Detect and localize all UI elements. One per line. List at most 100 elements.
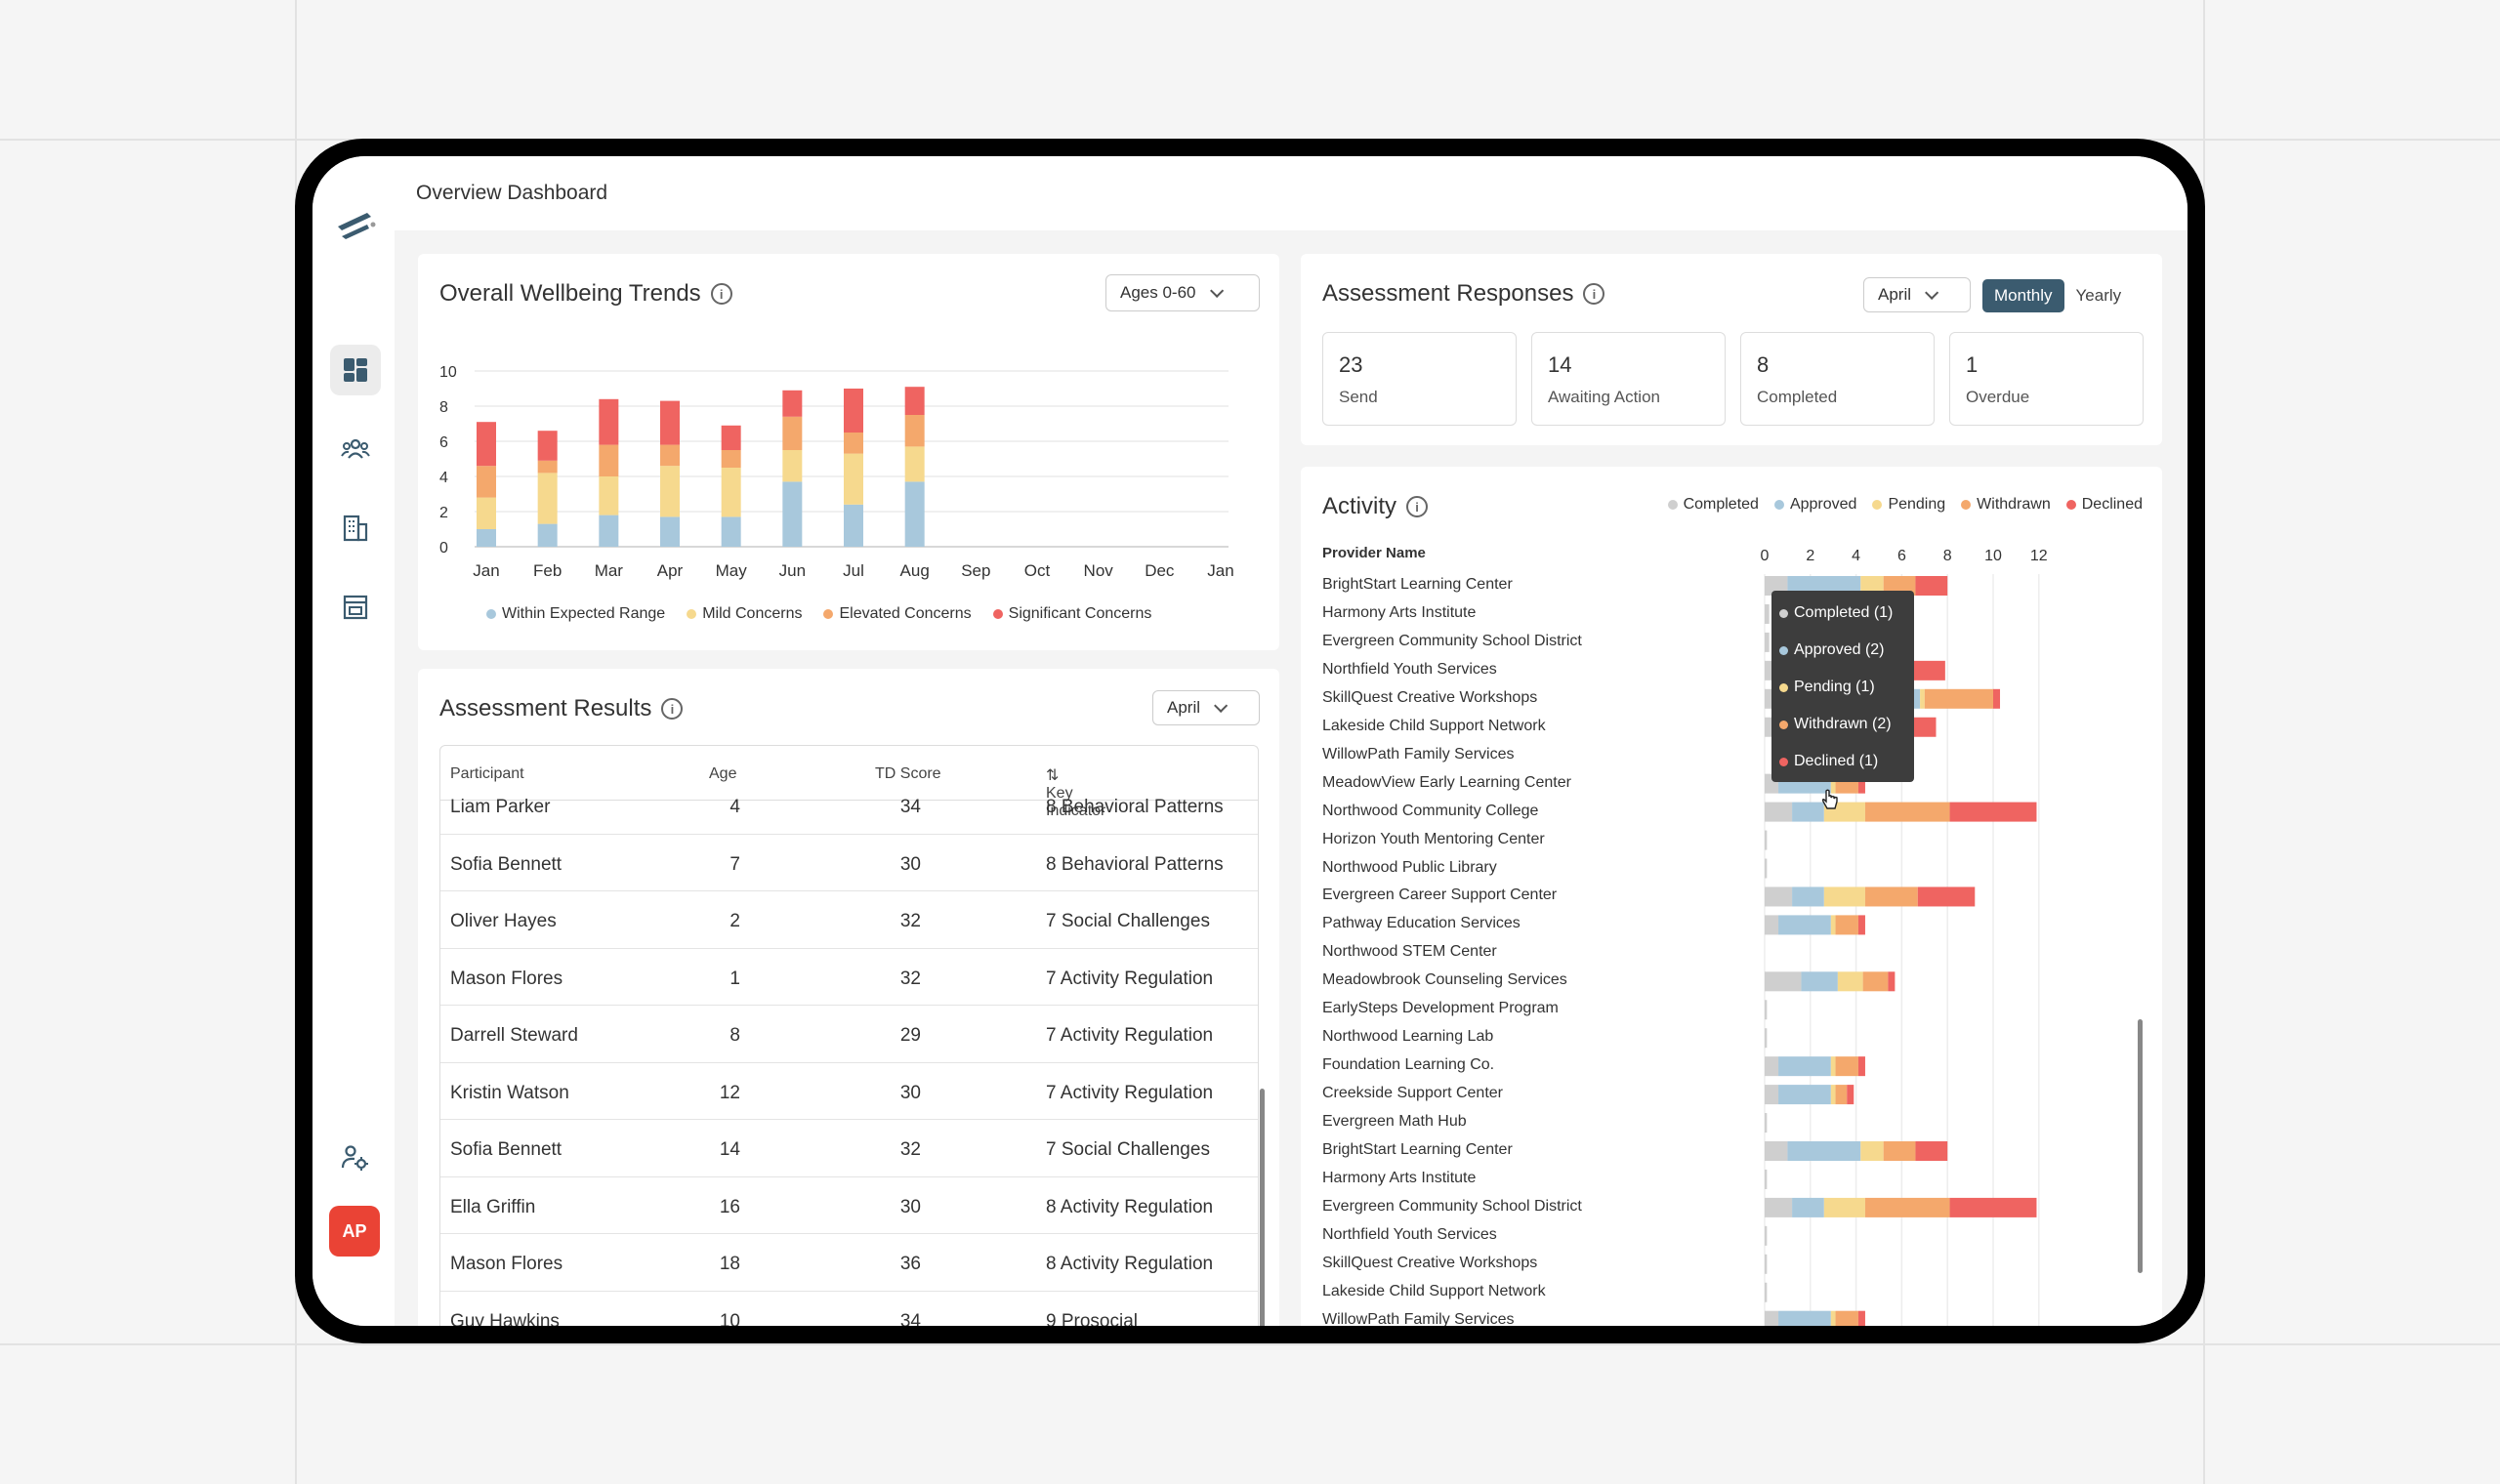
bar-segment[interactable]: [1830, 915, 1836, 935]
bar-segment[interactable]: [1857, 1056, 1865, 1077]
bar-segment[interactable]: [1857, 915, 1865, 935]
nav-groups-button[interactable]: [330, 424, 381, 474]
bar-segment[interactable]: [1835, 915, 1858, 935]
bar-segment[interactable]: [1765, 915, 1779, 935]
bar-segment[interactable]: [1857, 1310, 1865, 1326]
bar-segment[interactable]: [1765, 1282, 1768, 1302]
bar-segment[interactable]: [1949, 802, 2037, 822]
table-row[interactable]: Oliver Hayes 2 32 7 Social Challenges: [440, 891, 1258, 949]
bar-segment[interactable]: [1765, 632, 1770, 652]
bar-segment[interactable]: [599, 476, 619, 515]
bar-segment[interactable]: [1792, 802, 1824, 822]
bar-segment[interactable]: [1920, 688, 1925, 709]
bar-segment[interactable]: [537, 431, 558, 461]
bar-segment[interactable]: [1765, 858, 1768, 879]
bar-segment[interactable]: [1765, 1225, 1768, 1246]
bar-segment[interactable]: [721, 468, 741, 517]
bar-segment[interactable]: [1778, 1310, 1831, 1326]
bar-segment[interactable]: [1993, 688, 2001, 709]
bar-segment[interactable]: [1915, 1141, 1948, 1161]
bar-segment[interactable]: [660, 444, 680, 467]
bar-segment[interactable]: [1765, 1085, 1779, 1105]
bar-segment[interactable]: [1765, 1254, 1768, 1274]
bar-segment[interactable]: [844, 433, 863, 454]
bar-segment[interactable]: [1830, 1310, 1836, 1326]
bar-segment[interactable]: [1792, 1197, 1824, 1217]
bar-segment[interactable]: [1765, 802, 1793, 822]
table-row[interactable]: Sofia Bennett 7 30 8 Behavioral Patterns: [440, 835, 1258, 891]
bar-segment[interactable]: [1765, 603, 1770, 624]
table-row[interactable]: Darrell Steward 8 29 7 Activity Regulation: [440, 1006, 1258, 1063]
bar-segment[interactable]: [1765, 971, 1802, 992]
info-icon[interactable]: i: [1583, 283, 1605, 305]
bar-segment[interactable]: [1857, 773, 1865, 794]
bar-segment[interactable]: [1862, 971, 1889, 992]
bar-segment[interactable]: [1830, 773, 1836, 794]
toggle-yearly[interactable]: Yearly: [2075, 286, 2122, 305]
bar-segment[interactable]: [1847, 1085, 1854, 1105]
table-row[interactable]: Guy Hawkins 10 34 9 Prosocial: [440, 1292, 1258, 1327]
col-key-indicator[interactable]: Key Indicator ⇅: [1046, 765, 1105, 819]
bar-segment[interactable]: [1837, 971, 1863, 992]
user-settings-button[interactable]: [330, 1133, 381, 1183]
bar-segment[interactable]: [477, 466, 496, 498]
bar-segment[interactable]: [782, 390, 803, 417]
table-row[interactable]: Ella Griffin 16 30 8 Activity Regulation: [440, 1177, 1258, 1234]
results-month-dropdown[interactable]: April: [1152, 690, 1260, 725]
bar-segment[interactable]: [782, 416, 803, 450]
bar-segment[interactable]: [1765, 660, 1776, 680]
bar-segment[interactable]: [1765, 1113, 1768, 1134]
bar-segment[interactable]: [844, 389, 863, 433]
bar-segment[interactable]: [1765, 1310, 1779, 1326]
bar-segment[interactable]: [1888, 971, 1896, 992]
bar-segment[interactable]: [721, 450, 741, 468]
bar-segment[interactable]: [904, 446, 925, 482]
bar-segment[interactable]: [1823, 1197, 1865, 1217]
bar-segment[interactable]: [1765, 1169, 1768, 1189]
bar-segment[interactable]: [1823, 886, 1865, 907]
bar-segment[interactable]: [477, 422, 496, 467]
bar-segment[interactable]: [1778, 1056, 1831, 1077]
bar-segment[interactable]: [1801, 971, 1838, 992]
bar-segment[interactable]: [1765, 830, 1768, 850]
bar-segment[interactable]: [1883, 1141, 1916, 1161]
bar-segment[interactable]: [599, 444, 619, 476]
nav-stores-button[interactable]: [330, 582, 381, 633]
table-row[interactable]: Mason Flores 1 32 7 Activity Regulation: [440, 949, 1258, 1006]
table-row[interactable]: Kristin Watson 12 30 7 Activity Regulation: [440, 1063, 1258, 1120]
bar-segment[interactable]: [1864, 1197, 1950, 1217]
bar-segment[interactable]: [1765, 1141, 1788, 1161]
table-scrollbar[interactable]: [1260, 1089, 1265, 1326]
bar-segment[interactable]: [1949, 1197, 2037, 1217]
bar-segment[interactable]: [904, 415, 925, 447]
bar-segment[interactable]: [1765, 717, 1776, 737]
avatar[interactable]: AP: [329, 1206, 380, 1257]
table-row[interactable]: Sofia Bennett 14 32 7 Social Challenges: [440, 1120, 1258, 1177]
bar-segment[interactable]: [1835, 1310, 1858, 1326]
bar-segment[interactable]: [1915, 576, 1948, 596]
nav-dashboard-button[interactable]: [330, 345, 381, 395]
bar-segment[interactable]: [1835, 1085, 1848, 1105]
toggle-monthly[interactable]: Monthly: [1982, 279, 2064, 312]
bar-segment[interactable]: [477, 529, 496, 547]
bar-segment[interactable]: [1765, 886, 1793, 907]
bar-segment[interactable]: [904, 481, 925, 547]
month-dropdown[interactable]: April: [1863, 277, 1971, 312]
bar-segment[interactable]: [477, 497, 496, 529]
bar-segment[interactable]: [1830, 1056, 1836, 1077]
bar-segment[interactable]: [1830, 1085, 1836, 1105]
bar-segment[interactable]: [1778, 915, 1831, 935]
bar-segment[interactable]: [1765, 1028, 1768, 1049]
info-icon[interactable]: i: [661, 698, 684, 720]
bar-segment[interactable]: [1835, 1056, 1858, 1077]
table-row[interactable]: Liam Parker 4 34 8 Behavioral Patterns: [440, 777, 1258, 835]
bar-segment[interactable]: [537, 523, 558, 547]
bar-segment[interactable]: [782, 450, 803, 482]
bar-segment[interactable]: [1917, 886, 1976, 907]
bar-segment[interactable]: [844, 453, 863, 505]
bar-segment[interactable]: [721, 516, 741, 547]
bar-segment[interactable]: [721, 425, 741, 450]
activity-scrollbar[interactable]: [2138, 1019, 2143, 1273]
nav-organizations-button[interactable]: [330, 503, 381, 554]
bar-segment[interactable]: [660, 516, 680, 547]
